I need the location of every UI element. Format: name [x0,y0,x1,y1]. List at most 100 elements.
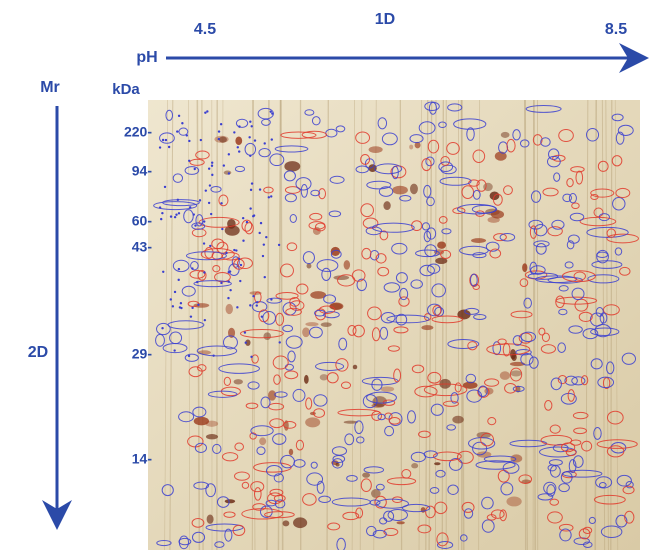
mass-labels: 220- 94- 60- 43- 29- 14- [124,124,152,467]
blue-spot-outline [553,172,561,182]
protein-spot [510,370,522,377]
mass-label: 94- [132,163,153,179]
ph-low-label: 4.5 [194,21,216,38]
blue-dot [249,304,252,307]
red-spot-outline [492,193,503,206]
red-spot-outline [573,427,587,435]
blue-dot [225,251,228,255]
blue-spot-outline [447,339,480,349]
blue-spot-outline [566,240,575,250]
blue-dot [203,318,207,322]
protein-spot [462,381,478,389]
blue-spot-outline [314,309,326,317]
blue-spot-outline [185,251,227,261]
blue-spot-outline [310,461,318,469]
blue-dot [255,301,259,304]
blue-spot-outline [371,222,415,233]
streak [614,100,619,550]
streak [251,100,254,550]
blue-spot-outline [593,426,602,440]
blue-spot-outline [247,381,260,390]
blue-dot [173,349,176,352]
blue-spot-outline [447,103,463,112]
blue-dot [259,221,263,225]
red-spot-outline [189,158,205,166]
blue-spot-outline [399,195,412,202]
blue-spot-outline [586,127,600,142]
red-spot-outline [541,332,550,343]
blue-spot-outline [519,139,530,148]
blue-spot-outline [448,457,463,471]
protein-spot [457,309,471,320]
red-spot-outline [615,187,631,199]
blue-dot [250,355,253,359]
blue-spot-outline [616,474,632,487]
blue-spot-outline [430,403,444,416]
blue-spot-outline [447,484,459,495]
blue-spot-outline [377,117,388,130]
red-spot-outline [540,434,573,446]
blue-dot [260,315,264,318]
blue-dot [158,206,162,209]
red-spot-outline [284,370,299,380]
red-spot-outline [355,507,364,519]
blue-spot-outline [384,425,395,437]
blue-spot-outline [525,104,562,113]
blue-dot [207,167,211,170]
gel-image [148,100,640,550]
red-spot-outline [319,305,336,314]
blue-spot-outline [568,325,583,334]
blue-spot-outline [409,134,424,144]
blue-spot-outline [560,392,577,405]
blue-spot-outline [363,466,385,474]
blue-spot-outline [383,282,401,293]
red-spot-outline [191,518,205,528]
blue-spot-outline [429,487,440,494]
blue-spot-outline [512,335,523,346]
red-spot-outline [214,271,231,283]
red-spot-outline [342,511,360,521]
blue-dot [210,164,214,167]
blue-spot-outline [283,170,296,182]
red-spot-outline [442,400,459,407]
red-spot-outline [289,300,305,311]
red-spot-outline [352,324,365,338]
red-spot-outline [596,439,638,449]
protein-spot [329,302,344,310]
blue-spot-outline [571,376,586,386]
streak [169,100,174,550]
red-spot-outline [393,368,402,383]
blue-spot-outline [362,394,378,409]
blue-spot-outline [450,392,459,404]
streak [478,100,481,550]
red-spot-outline [326,372,339,384]
red-spot-outline [581,440,593,452]
blue-spot-outline [569,212,585,222]
red-spot-outline [360,203,374,218]
red-spot-outline [557,375,568,385]
blue-spot-outline [321,267,332,281]
red-spot-outline [250,481,265,493]
blue-spot-outline [181,285,196,297]
red-spot-outline [263,511,295,519]
red-spot-outline [606,233,639,244]
protein-spot [409,144,414,150]
blue-spot-outline [439,176,472,186]
protein-spot [435,257,448,265]
red-spot-outline [241,481,250,489]
protein-spot [305,322,319,327]
blue-spot-outline [551,219,565,230]
blue-spot-outline [369,499,381,506]
blue-dot [239,263,243,267]
mass-label: 220- [124,124,152,140]
mass-label: 43- [132,239,153,255]
blue-dot [217,137,221,141]
red-spot-outline [484,378,500,387]
blue-spot-outline [310,189,321,197]
blue-spot-outline [302,251,315,265]
protein-spot [288,448,294,456]
blue-dot [202,242,206,245]
streak [221,100,224,550]
blue-dot [250,125,253,128]
blue-spot-outline [371,378,383,391]
